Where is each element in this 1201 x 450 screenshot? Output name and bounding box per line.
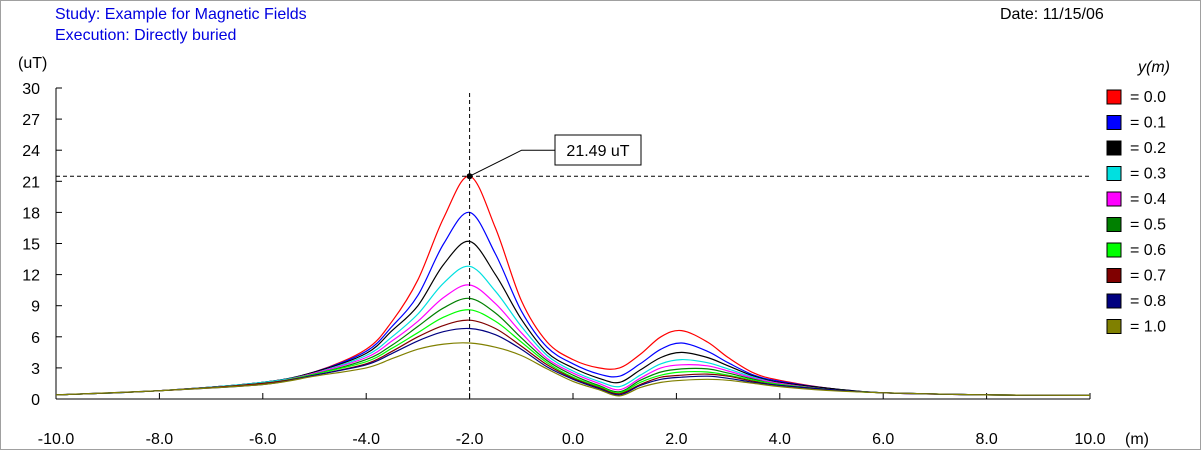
legend-swatch-3 bbox=[1106, 166, 1122, 181]
y-tick-label: 0 bbox=[31, 392, 40, 409]
series-line-4 bbox=[56, 284, 1090, 396]
y-tick-label: 21 bbox=[22, 174, 40, 191]
x-tick-label: 2.0 bbox=[665, 431, 687, 448]
x-tick-label: -6.0 bbox=[249, 431, 277, 448]
legend-entry-label: = 0.3 bbox=[1130, 166, 1166, 183]
legend-swatch-4 bbox=[1106, 191, 1122, 207]
study-title: Study: Example for Magnetic Fields bbox=[55, 6, 307, 23]
series-line-7 bbox=[56, 319, 1090, 396]
cursor-value-box bbox=[554, 134, 642, 166]
x-tick-label: -2.0 bbox=[456, 431, 484, 448]
legend-entry-label: = 1.0 bbox=[1130, 319, 1166, 336]
legend-entry-label: = 0.1 bbox=[1130, 115, 1166, 132]
x-tick-label: 8.0 bbox=[975, 431, 997, 448]
y-tick-label: 15 bbox=[22, 237, 40, 254]
series-line-0 bbox=[56, 175, 1090, 396]
x-tick-label: -4.0 bbox=[352, 431, 380, 448]
legend-swatch-8 bbox=[1106, 293, 1122, 309]
chart-axes: 0 3 6 9 12 15 18 21 24 27 30 -10.0 -8.0 -6.0 -4.0 -2.0 0… bbox=[18, 55, 1149, 448]
execution-title: Execution: Directly buried bbox=[55, 27, 237, 44]
legend-entry-label: = 0.0 bbox=[1130, 89, 1166, 106]
cursor-leader-line bbox=[469, 149, 555, 177]
y-tick-label: 12 bbox=[22, 268, 40, 285]
series-line-9 bbox=[56, 342, 1090, 397]
series-line-1 bbox=[56, 211, 1090, 396]
x-tick-label: 10.0 bbox=[1074, 431, 1105, 448]
series-line-2 bbox=[56, 240, 1090, 396]
y-axis-label: (uT) bbox=[18, 55, 47, 72]
legend-title: y(m) bbox=[1137, 59, 1170, 76]
legend-swatch-1 bbox=[1106, 115, 1122, 130]
legend-swatch-6 bbox=[1106, 242, 1122, 258]
x-tick-label: 0.0 bbox=[562, 431, 584, 448]
legend-swatch-2 bbox=[1106, 140, 1122, 156]
chart-legend: y(m) = 0.0 = 0.1 = 0.2 = 0.3 = 0.4 = 0.5 = 0.6 =… bbox=[1106, 59, 1170, 336]
cursor-value-label: 21.49 uT bbox=[566, 143, 629, 160]
y-tick-label: 27 bbox=[22, 112, 40, 129]
series-line-3 bbox=[56, 265, 1090, 396]
legend-entry-label: = 0.4 bbox=[1130, 191, 1166, 208]
x-tick-label: 6.0 bbox=[872, 431, 894, 448]
series-line-6 bbox=[56, 309, 1090, 396]
legend-swatch-5 bbox=[1106, 217, 1122, 232]
x-tick-label: -10.0 bbox=[38, 431, 75, 448]
legend-swatch-0 bbox=[1106, 89, 1122, 105]
y-tick-label: 6 bbox=[31, 330, 40, 347]
y-tick-label: 9 bbox=[31, 299, 40, 316]
y-tick-label: 24 bbox=[22, 143, 40, 160]
legend-swatch-7 bbox=[1106, 268, 1122, 283]
y-tick-label: 30 bbox=[22, 81, 40, 98]
series-line-8 bbox=[56, 327, 1090, 396]
x-tick-label: -8.0 bbox=[146, 431, 174, 448]
x-axis-label: (m) bbox=[1125, 431, 1149, 448]
x-tick-label: 4.0 bbox=[769, 431, 791, 448]
date-label: Date: 11/15/06 bbox=[1000, 6, 1104, 23]
legend-swatch-9 bbox=[1106, 319, 1122, 334]
value-cursor[interactable]: 21.49 uT bbox=[56, 93, 1090, 399]
legend-entry-label: = 0.2 bbox=[1130, 140, 1166, 157]
y-tick-label: 18 bbox=[22, 205, 40, 222]
legend-entry-label: = 0.8 bbox=[1130, 293, 1166, 310]
legend-entry-label: = 0.6 bbox=[1130, 242, 1166, 259]
legend-entry-label: = 0.7 bbox=[1130, 268, 1166, 285]
y-tick-label: 3 bbox=[31, 361, 40, 378]
legend-entry-label: = 0.5 bbox=[1130, 217, 1166, 234]
chart-series bbox=[56, 175, 1090, 397]
